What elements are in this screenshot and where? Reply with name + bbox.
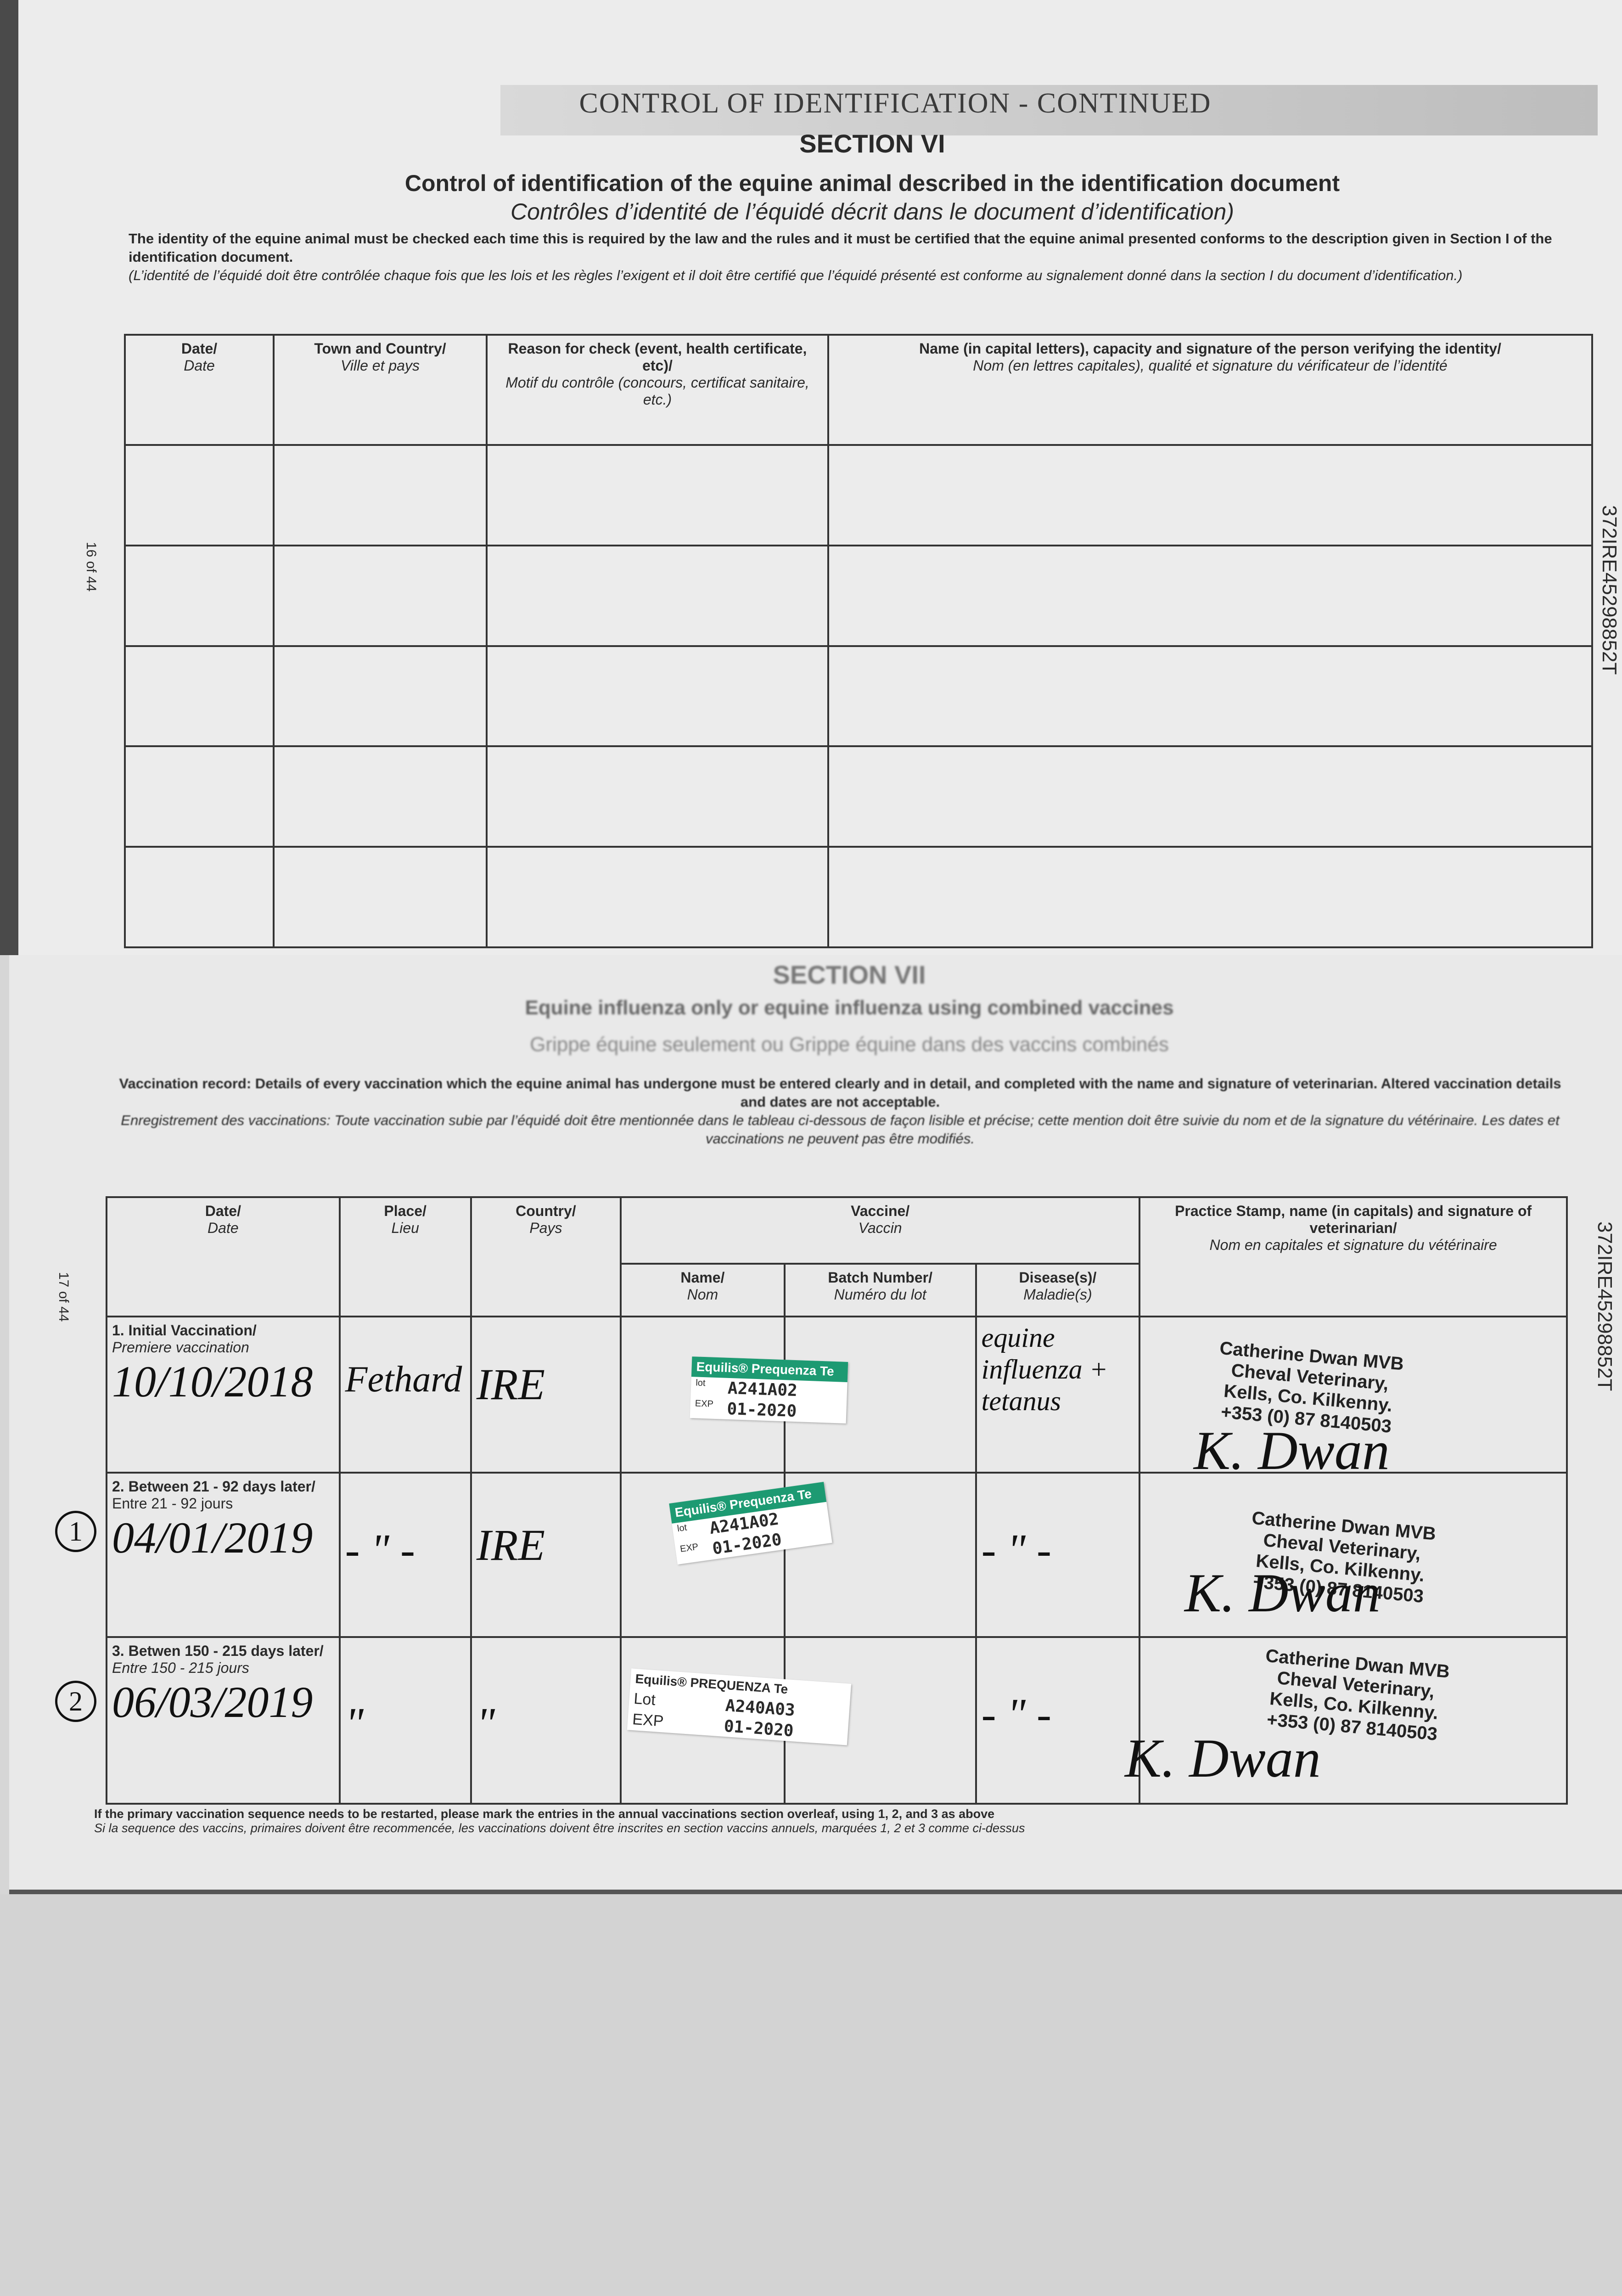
row-label: 3. Betwen 150 - 215 days later/Entre 150… <box>106 1636 341 1805</box>
page-title-fr: Contrôles d’identité de l’équidé décrit … <box>511 199 1234 225</box>
col-date: Date/Date <box>106 1196 341 1317</box>
country: IRE <box>470 1472 622 1638</box>
table-row <box>124 745 1593 848</box>
side-id: 372IRE45298852T <box>1598 505 1621 675</box>
col-batch: Batch Number/Numéro du lot <box>783 1263 977 1317</box>
row-label: 2. Between 21 - 92 days later/Entre 21 -… <box>106 1472 341 1638</box>
identity-check-table: Date/Date Town and Country/Ville et pays… <box>124 334 1593 948</box>
table-row <box>124 444 1593 546</box>
sequence-marker: 2 <box>55 1681 96 1722</box>
place: - " - <box>338 1472 472 1638</box>
place: Fethard <box>338 1316 472 1474</box>
col-reason: Reason for check (event, health certific… <box>486 334 829 446</box>
vaccination-date: 06/03/2019 <box>112 1677 313 1727</box>
vet-signature: K. Dwan <box>1184 1562 1381 1623</box>
intro-fr: Enregistrement des vaccinations: Toute v… <box>121 1112 1560 1147</box>
vaccination-intro: Vaccination record: Details of every vac… <box>110 1075 1570 1148</box>
vet-signature: K. Dwan <box>1194 1420 1390 1481</box>
section-title-vii: SECTION VII <box>773 960 926 989</box>
col-vaccine-name: Name/Nom <box>620 1263 786 1317</box>
section-title: SECTION VI <box>799 129 945 158</box>
page-title: Control of identification of the equine … <box>404 170 1340 196</box>
row-label: 1. Initial Vaccination/Premiere vaccinat… <box>106 1316 341 1474</box>
intro-fr: (L’identité de l’équidé doit être contrô… <box>129 267 1463 283</box>
page-number: 16 of 44 <box>84 542 99 592</box>
footer-en: If the primary vaccination sequence need… <box>94 1807 995 1821</box>
intro-en: The identity of the equine animal must b… <box>129 231 1552 265</box>
vet-signature: K. Dwan <box>1125 1728 1321 1789</box>
disease: - " - <box>975 1472 1141 1638</box>
col-stamp: Practice Stamp, name (in capitals) and s… <box>1139 1196 1568 1317</box>
table-row <box>124 544 1593 647</box>
vaccination-table: Date/Date Place/Lieu Country/Pays Vaccin… <box>106 1196 1568 1805</box>
col-verifier: Name (in capital letters), capacity and … <box>827 334 1593 446</box>
col-country: Country/Pays <box>470 1196 622 1317</box>
vaccination-date: 04/01/2019 <box>112 1513 313 1562</box>
footer-note: If the primary vaccination sequence need… <box>94 1807 1563 1835</box>
side-id: 372IRE45298852T <box>1594 1221 1616 1391</box>
table-row <box>124 846 1593 948</box>
country: " <box>470 1636 622 1805</box>
table-row: 3. Betwen 150 - 215 days later/Entre 150… <box>106 1636 1568 1805</box>
place: " <box>338 1636 472 1805</box>
disease: equine influenza + tetanus <box>975 1316 1141 1474</box>
banner-title: CONTROL OF IDENTIFICATION - CONTINUED <box>579 88 1212 119</box>
vaccine-sticker: Equilis® Prequenza Te lot A241A02 EXP 01-2… <box>690 1356 848 1424</box>
disease: - " - <box>975 1636 1141 1805</box>
col-place: Place/Lieu <box>338 1196 472 1317</box>
col-vaccine: Vaccine/Vaccin <box>620 1196 1141 1265</box>
table-row <box>124 645 1593 748</box>
book-spine <box>0 0 18 955</box>
col-disease: Disease(s)/Maladie(s) <box>975 1263 1141 1317</box>
footer-fr: Si la sequence des vaccins, primaires do… <box>94 1821 1025 1835</box>
section-vii-title: Equine influenza only or equine influenz… <box>525 996 1174 1019</box>
banner-band <box>500 85 1598 135</box>
country: IRE <box>470 1316 622 1474</box>
table-row: 2. Between 21 - 92 days later/Entre 21 -… <box>106 1472 1568 1638</box>
page-number: 17 of 44 <box>56 1272 71 1322</box>
scanner-background <box>0 1894 1622 2296</box>
col-date: Date/Date <box>124 334 275 446</box>
intro-text: The identity of the equine animal must b… <box>129 230 1575 285</box>
vaccination-date: 10/10/2018 <box>112 1357 313 1406</box>
sequence-marker: 1 <box>55 1511 96 1552</box>
intro-en: Vaccination record: Details of every vac… <box>119 1075 1561 1110</box>
section-vii-title-fr: Grippe équine seulement ou Grippe équine… <box>530 1033 1169 1056</box>
col-town-country: Town and Country/Ville et pays <box>273 334 488 446</box>
